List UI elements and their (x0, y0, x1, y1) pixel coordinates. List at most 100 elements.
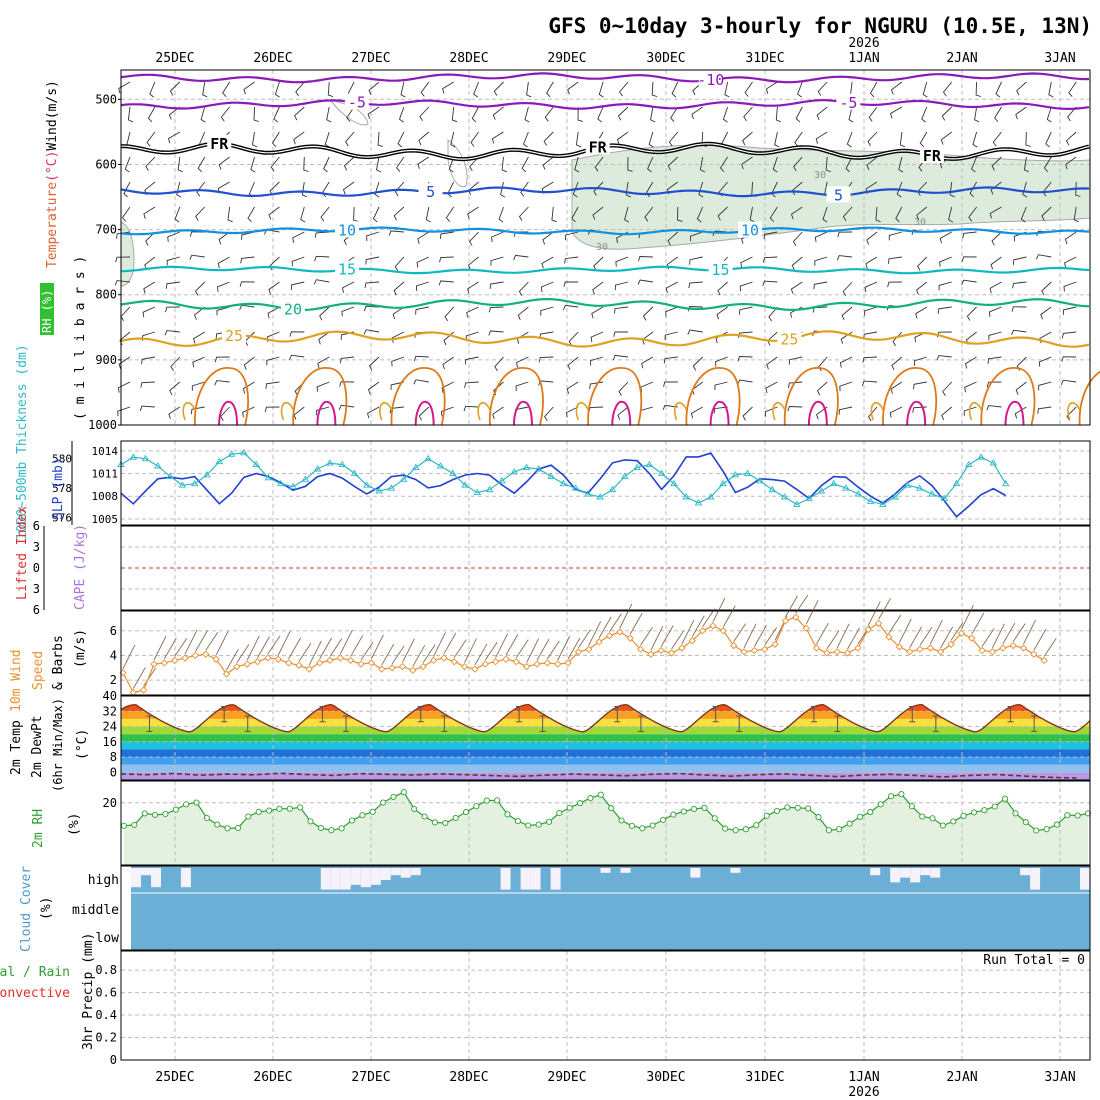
temp-minmax-bar (441, 715, 448, 732)
wind-barb (202, 81, 208, 98)
wind-barb (966, 306, 977, 321)
cloud-high-gap (131, 868, 141, 888)
wind-barb (1061, 356, 1077, 362)
wind-barb (691, 106, 703, 120)
isotherm-25-loop (968, 401, 983, 421)
wind-barb (1062, 306, 1077, 315)
rh2m-point (462, 809, 470, 816)
wind-barb (346, 106, 355, 122)
wind-barb (444, 306, 455, 322)
thickness-point (301, 475, 310, 482)
wind-barb (318, 331, 330, 345)
isotherm-30-loop (882, 367, 938, 426)
thickness-tick-label: 576 (52, 512, 72, 525)
wind-barb (288, 354, 305, 360)
wind10m-barb (557, 635, 571, 661)
wind-barb (817, 81, 828, 96)
wind-barb (463, 405, 479, 412)
cloud-high-gap (410, 868, 421, 876)
wind10m-point (719, 627, 727, 635)
slp-line (120, 452, 1007, 518)
isotherm-30-loop (488, 367, 544, 426)
rh2m-point (452, 814, 459, 822)
wind-barb (1015, 381, 1027, 395)
thickness-line (120, 452, 1007, 506)
wind-barb (991, 156, 1002, 171)
wind-barb (345, 131, 355, 147)
wind10m-barbs (122, 594, 1057, 689)
rh2m-point (183, 801, 190, 808)
wind10m-barb (1043, 638, 1057, 657)
wind-barb (291, 256, 305, 267)
wind-barb (367, 406, 380, 419)
thickness-point (473, 488, 482, 496)
wind-barb (469, 231, 479, 246)
wind-barb (968, 206, 977, 222)
wind-barb (516, 356, 529, 368)
wind10m-barb (308, 640, 322, 666)
rh2m-point (473, 803, 480, 810)
wind-ylabel-1-part: 10m Wind (9, 649, 24, 712)
wind-barb (641, 331, 654, 345)
thickness-point (682, 493, 691, 500)
wind-barb (964, 381, 977, 393)
wind-barb (662, 404, 678, 411)
upper-ylabel: Temperature(°C)Wind(m/s) (45, 80, 60, 268)
wind-barb (1064, 256, 1077, 268)
wind-barb (566, 381, 579, 394)
temp-band (121, 704, 1090, 712)
rh2m-point (794, 804, 801, 811)
wind10m-point (140, 686, 148, 694)
wind-barb (415, 281, 429, 292)
rh2m-point (711, 815, 718, 822)
wind10m-point (512, 658, 520, 666)
wind-barb (500, 181, 506, 198)
wind-barb (515, 381, 529, 392)
wind-barb (121, 206, 131, 222)
thickness-point (743, 469, 752, 476)
rh2m-point (369, 808, 376, 815)
rh2m-point (400, 789, 407, 796)
rh2m-point (359, 812, 366, 819)
wind10m-point (543, 659, 551, 667)
wind-barb (170, 356, 181, 372)
thickness-point (768, 485, 777, 493)
isotherm-30-loop (587, 367, 643, 426)
wind10m-barb (733, 623, 747, 642)
rh2m-point (732, 827, 739, 834)
wind-barb (588, 406, 604, 413)
wind-barb (774, 131, 780, 148)
isotherm-35-loop (709, 400, 730, 426)
wind10m-barb (370, 634, 384, 660)
rh2m-point (846, 820, 853, 827)
top-date-label: 28DEC (449, 51, 488, 66)
thickness-point (645, 460, 654, 468)
rh2m-point (245, 813, 252, 820)
wind-barb (117, 406, 131, 417)
wind-barb (147, 106, 156, 123)
wind-barb (327, 81, 334, 98)
temp-minmax-bar (614, 706, 621, 723)
wind-barb (567, 356, 579, 370)
rh2m-point (587, 795, 594, 802)
wind10m-point (947, 640, 955, 648)
thickness-point (915, 484, 924, 491)
wind10m-point (605, 632, 614, 640)
wind-barb (169, 81, 181, 96)
thickness-point (596, 493, 605, 500)
wind-barb (115, 256, 131, 263)
wind10m-barb (464, 638, 477, 663)
wind-barb (218, 156, 230, 170)
wind-barb (200, 106, 206, 123)
rh2m-area (123, 792, 1088, 865)
rh-legend-swatch (40, 283, 54, 335)
wind-barb (617, 106, 629, 121)
isotherm-35-loop (807, 400, 828, 426)
wind-barb (644, 206, 654, 222)
wind-barb (174, 206, 181, 223)
rh2m-point (1064, 812, 1071, 819)
wind10m-barb (1002, 622, 1016, 645)
rh2m-point (608, 805, 615, 812)
rh2m-point (172, 806, 179, 813)
